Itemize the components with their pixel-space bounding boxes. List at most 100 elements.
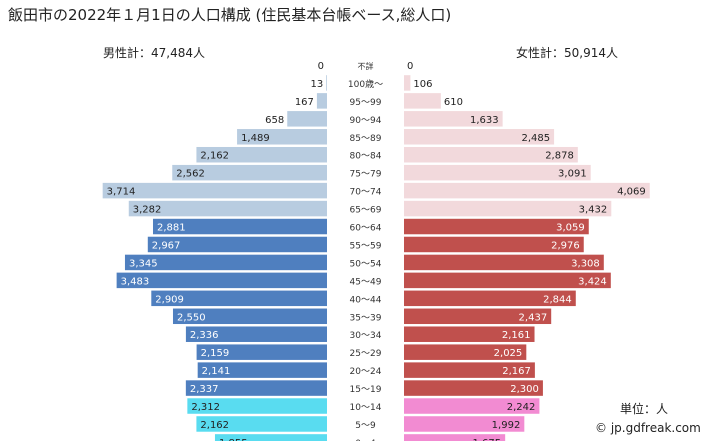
female-bar — [404, 129, 555, 145]
female-bar — [404, 236, 584, 253]
male-value-label: 2,909 — [155, 294, 184, 305]
credit-text: © jp.gdfreak.com — [595, 421, 701, 435]
male-total-label: 男性計：47,484人 — [103, 46, 205, 60]
male-bar — [152, 218, 327, 235]
male-value-label: 2,141 — [202, 366, 231, 377]
female-value-label: 3,432 — [579, 205, 608, 216]
male-bar — [102, 182, 327, 199]
age-group-label: 25～29 — [350, 349, 382, 359]
male-bar — [287, 111, 327, 127]
male-bar — [185, 380, 327, 396]
female-bar — [404, 434, 506, 441]
male-value-label: 2,967 — [152, 240, 181, 251]
male-bar — [196, 344, 327, 360]
male-bar — [116, 272, 327, 289]
age-group-label: 70～74 — [350, 188, 382, 198]
female-value-label: 4,069 — [617, 187, 646, 198]
age-group-label: 40～44 — [350, 295, 382, 305]
female-value-label: 2,844 — [543, 294, 572, 305]
age-group-label: 75～79 — [350, 170, 382, 180]
female-bar — [404, 326, 535, 342]
male-value-label: 2,881 — [157, 223, 186, 234]
age-group-label: 10～14 — [350, 403, 382, 413]
female-value-label: 2,025 — [494, 348, 523, 359]
age-group-label: 65～69 — [350, 206, 382, 216]
male-value-label: 2,550 — [177, 312, 206, 323]
female-bar — [404, 290, 576, 307]
female-value-label: 2,167 — [502, 366, 531, 377]
male-value-label: 2,337 — [190, 384, 219, 395]
female-value-label: 3,059 — [556, 223, 585, 234]
male-value-label: 2,562 — [176, 169, 205, 180]
age-group-label: 60～64 — [350, 224, 382, 234]
age-group-label: 80～84 — [350, 152, 382, 162]
female-value-label: 0 — [407, 61, 413, 72]
female-value-label: 1,675 — [473, 438, 502, 441]
age-group-label: 45～49 — [350, 277, 382, 287]
female-bar — [404, 362, 535, 378]
male-bar — [237, 129, 327, 145]
female-bar — [404, 111, 503, 127]
male-bar — [187, 398, 327, 414]
male-bar — [124, 254, 327, 271]
female-bar — [404, 75, 411, 91]
male-bar — [147, 236, 327, 253]
male-value-label: 3,714 — [107, 187, 136, 198]
female-value-label: 610 — [444, 97, 463, 108]
female-value-label: 2,878 — [545, 151, 574, 162]
age-group-label: 55～59 — [350, 241, 382, 251]
age-group-label: 35～39 — [350, 313, 382, 323]
male-bar — [196, 146, 327, 163]
male-value-label: 3,483 — [121, 276, 150, 287]
age-group-label: 15～19 — [350, 385, 382, 395]
female-bar — [404, 218, 589, 235]
age-group-label: 85～89 — [350, 134, 382, 144]
male-value-label: 13 — [310, 79, 323, 90]
male-value-label: 2,159 — [201, 348, 230, 359]
female-total-label: 女性計：50,914人 — [516, 46, 618, 60]
male-value-label: 2,312 — [191, 402, 220, 413]
female-bar — [404, 93, 441, 109]
male-bar — [214, 434, 327, 441]
female-value-label: 3,308 — [571, 258, 600, 269]
male-bar — [316, 93, 327, 109]
male-value-label: 1,855 — [219, 438, 248, 441]
female-bar — [404, 398, 540, 414]
male-value-label: 3,282 — [133, 205, 162, 216]
female-bar — [404, 380, 543, 396]
male-bar — [185, 326, 327, 342]
male-bar — [197, 362, 327, 378]
male-value-label: 2,336 — [190, 330, 219, 341]
female-bar — [404, 254, 604, 271]
female-value-label: 3,424 — [578, 276, 607, 287]
male-bar — [172, 308, 327, 325]
male-value-label: 0 — [318, 61, 324, 72]
age-group-label: 5～9 — [355, 421, 376, 431]
female-bar — [404, 272, 611, 289]
chart-title: 飯田市の2022年１月1日の人口構成 (住民基本台帳ベース,総人口) — [8, 6, 452, 24]
age-group-label: 20～24 — [350, 367, 382, 377]
female-value-label: 2,161 — [502, 330, 531, 341]
female-value-label: 2,300 — [510, 384, 539, 395]
female-bar — [404, 308, 552, 325]
female-bar — [404, 146, 578, 163]
male-value-label: 1,489 — [241, 133, 270, 144]
unit-label: 単位：人 — [620, 402, 669, 416]
female-value-label: 1,633 — [470, 115, 499, 126]
female-value-label: 3,091 — [558, 169, 587, 180]
female-value-label: 2,437 — [519, 312, 548, 323]
male-value-label: 658 — [265, 115, 284, 126]
female-value-label: 1,992 — [492, 420, 521, 431]
male-value-label: 3,345 — [129, 258, 158, 269]
male-value-label: 167 — [295, 97, 314, 108]
male-bar — [326, 75, 327, 91]
female-bar — [404, 344, 527, 360]
male-bar — [172, 164, 327, 181]
male-bar — [128, 200, 327, 217]
female-bar — [404, 416, 525, 432]
female-bar — [404, 182, 650, 199]
female-bar — [404, 200, 612, 217]
age-group-label: 0～4 — [355, 439, 376, 441]
age-group-label: 90～94 — [350, 116, 382, 126]
